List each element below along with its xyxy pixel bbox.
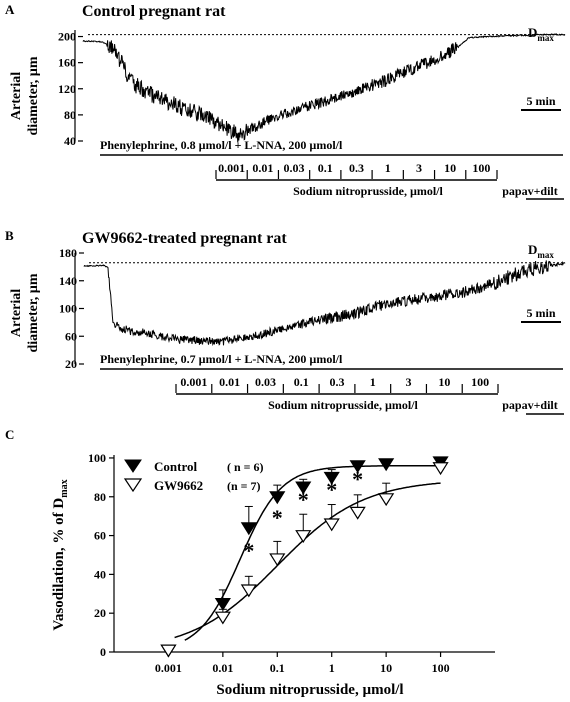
panel-b-ytick-label: 180 (59, 246, 77, 260)
data-point-gw9662 (323, 518, 340, 532)
panel-a-ytick-label: 160 (58, 56, 76, 70)
panel-b-dmax-label: Dmax (528, 242, 554, 260)
panel-c-ytick-label: 80 (94, 490, 106, 504)
panel-a-diameter-trace (82, 33, 566, 143)
panel-a-conc-label: 0.03 (284, 161, 305, 175)
panel-c-letter: C (5, 427, 14, 442)
panel-b: B GW9662-treated pregnant rat Arterial d… (5, 228, 566, 415)
significance-star: * (272, 505, 283, 530)
panel-a-treatment-label: Phenylephrine, 0.8 µmol/l + L-NNA, 200 µ… (100, 138, 343, 152)
panel-c-xtick-label: 10 (380, 661, 392, 675)
data-point-gw9662 (269, 553, 286, 567)
panel-b-conc-label: 3 (406, 375, 412, 389)
panel-c-xtick-label: 100 (432, 661, 450, 675)
panel-a-ytick-label: 120 (58, 82, 76, 96)
legend-n-gw9662: (n = 7) (227, 479, 261, 493)
panel-b-ytick-label: 100 (59, 302, 77, 316)
panel-a-conc-label: 0.01 (252, 161, 273, 175)
data-point-gw9662 (160, 644, 177, 658)
panel-b-title: GW9662-treated pregnant rat (82, 230, 287, 247)
panel-a-conc-label: 0.3 (349, 161, 364, 175)
data-point-control (214, 597, 231, 611)
panel-c-xtick-label: 0.1 (270, 661, 285, 675)
panel-a-snp-label: Sodium nitroprusside, µmol/l (293, 184, 443, 198)
data-point-control (378, 458, 395, 472)
panel-a-conc-label: 100 (472, 161, 490, 175)
panel-b-conc-label: 0.01 (219, 375, 240, 389)
panel-c-ylabel: Vasodilation, % of Dmax (51, 479, 70, 630)
panel-b-conc-label: 0.1 (294, 375, 309, 389)
panel-c-ytick-label: 100 (88, 451, 106, 465)
data-point-gw9662 (432, 462, 449, 476)
panel-c-ytick-label: 40 (94, 567, 106, 581)
panel-c-fit-curve-control (184, 464, 441, 641)
panel-b-diameter-trace (83, 260, 566, 347)
data-point-gw9662 (295, 530, 312, 544)
panel-a-conc-label: 1 (385, 161, 391, 175)
panel-b-ytick-label: 20 (65, 357, 77, 371)
panel-b-ylabel-line2: diameter, µm (26, 273, 41, 352)
legend-label-control: Control (154, 459, 197, 474)
panel-b-ytick-label: 60 (65, 329, 77, 343)
data-point-gw9662 (214, 611, 231, 625)
panel-a-title: Control pregnant rat (82, 3, 226, 20)
panel-a-ylabel-line2: diameter, µm (26, 56, 41, 135)
panel-b-conc-label: 1 (370, 375, 376, 389)
data-point-gw9662 (349, 506, 366, 520)
panel-a-scale-bar-label: 5 min (526, 94, 555, 108)
panel-a-papav-label: papav+dilt (502, 184, 558, 198)
panel-a-dmax-label: Dmax (528, 25, 554, 43)
panel-a-conc-label: 10 (444, 161, 456, 175)
panel-a-ytick-label: 80 (64, 108, 76, 122)
panel-c-xtick-label: 1 (329, 661, 335, 675)
panel-a: A Control pregnant rat Arterial diameter… (5, 2, 566, 200)
panel-a-conc-label: 0.1 (318, 161, 333, 175)
data-point-control (240, 522, 257, 536)
panel-a-ylabel-line1: Arterial (9, 72, 24, 120)
panel-b-papav-label: papav+dilt (502, 398, 558, 412)
panel-b-ytick-label: 140 (59, 274, 77, 288)
panel-c-xlabel: Sodium nitroprusside, µmol/l (216, 682, 403, 698)
panel-c-xtick-label: 0.001 (155, 661, 182, 675)
panel-b-snp-label: Sodium nitroprusside, µmol/l (268, 398, 418, 412)
significance-star: * (352, 466, 363, 491)
panel-a-conc-label: 3 (416, 161, 422, 175)
significance-star: * (298, 487, 309, 512)
panel-b-conc-label: 10 (438, 375, 450, 389)
legend-n-control: ( n = 6) (227, 460, 264, 474)
panel-b-scale-bar-label: 5 min (526, 306, 555, 320)
panel-b-conc-label: 100 (471, 375, 489, 389)
panel-b-conc-label: 0.3 (330, 375, 345, 389)
data-point-control (349, 460, 366, 474)
panel-b-letter: B (5, 228, 14, 243)
panel-c-legend: Control ( n = 6) GW9662 (n = 7) (123, 459, 264, 493)
panel-a-conc-label: 0.001 (218, 161, 245, 175)
panel-b-ylabel-line1: Arterial (9, 289, 24, 337)
panel-b-conc-label: 0.001 (180, 375, 207, 389)
legend-marker-gw9662 (123, 478, 143, 493)
data-point-gw9662 (378, 493, 395, 507)
significance-star: * (243, 538, 254, 563)
legend-label-gw9662: GW9662 (154, 478, 203, 493)
significance-star: * (326, 477, 337, 502)
panel-a-ytick-label: 40 (64, 134, 76, 148)
panel-c-ytick-label: 20 (94, 606, 106, 620)
panel-a-ytick-label: 200 (58, 30, 76, 44)
panel-c-xtick-label: 0.01 (212, 661, 233, 675)
panel-c: C Vasodilation, % of Dmax 0 20 40 60 80 100 0… (5, 427, 495, 698)
legend-marker-control (124, 459, 142, 473)
panel-a-letter: A (5, 2, 15, 17)
panel-c-ytick-label: 60 (94, 529, 106, 543)
data-point-gw9662 (240, 584, 257, 598)
panel-b-treatment-label: Phenylephrine, 0.7 µmol/l + L-NNA, 200 µ… (100, 352, 343, 366)
data-point-control (269, 491, 286, 505)
panel-b-conc-label: 0.03 (255, 375, 276, 389)
panel-c-ytick-label: 0 (100, 645, 106, 659)
data-point-control (323, 471, 340, 485)
data-point-control (295, 481, 312, 495)
